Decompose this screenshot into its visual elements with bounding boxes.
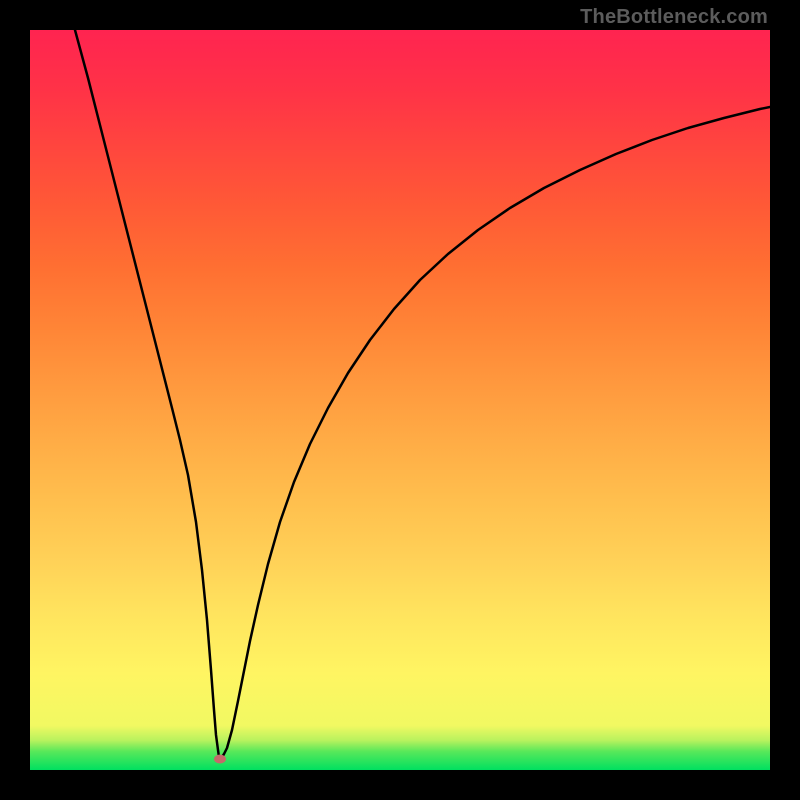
plot-area: [30, 30, 770, 770]
sweet-spot-marker: [214, 755, 226, 764]
watermark-text: TheBottleneck.com: [580, 6, 768, 29]
bottleneck-curve: [30, 30, 770, 770]
chart-frame: TheBottleneck.com: [0, 0, 800, 800]
